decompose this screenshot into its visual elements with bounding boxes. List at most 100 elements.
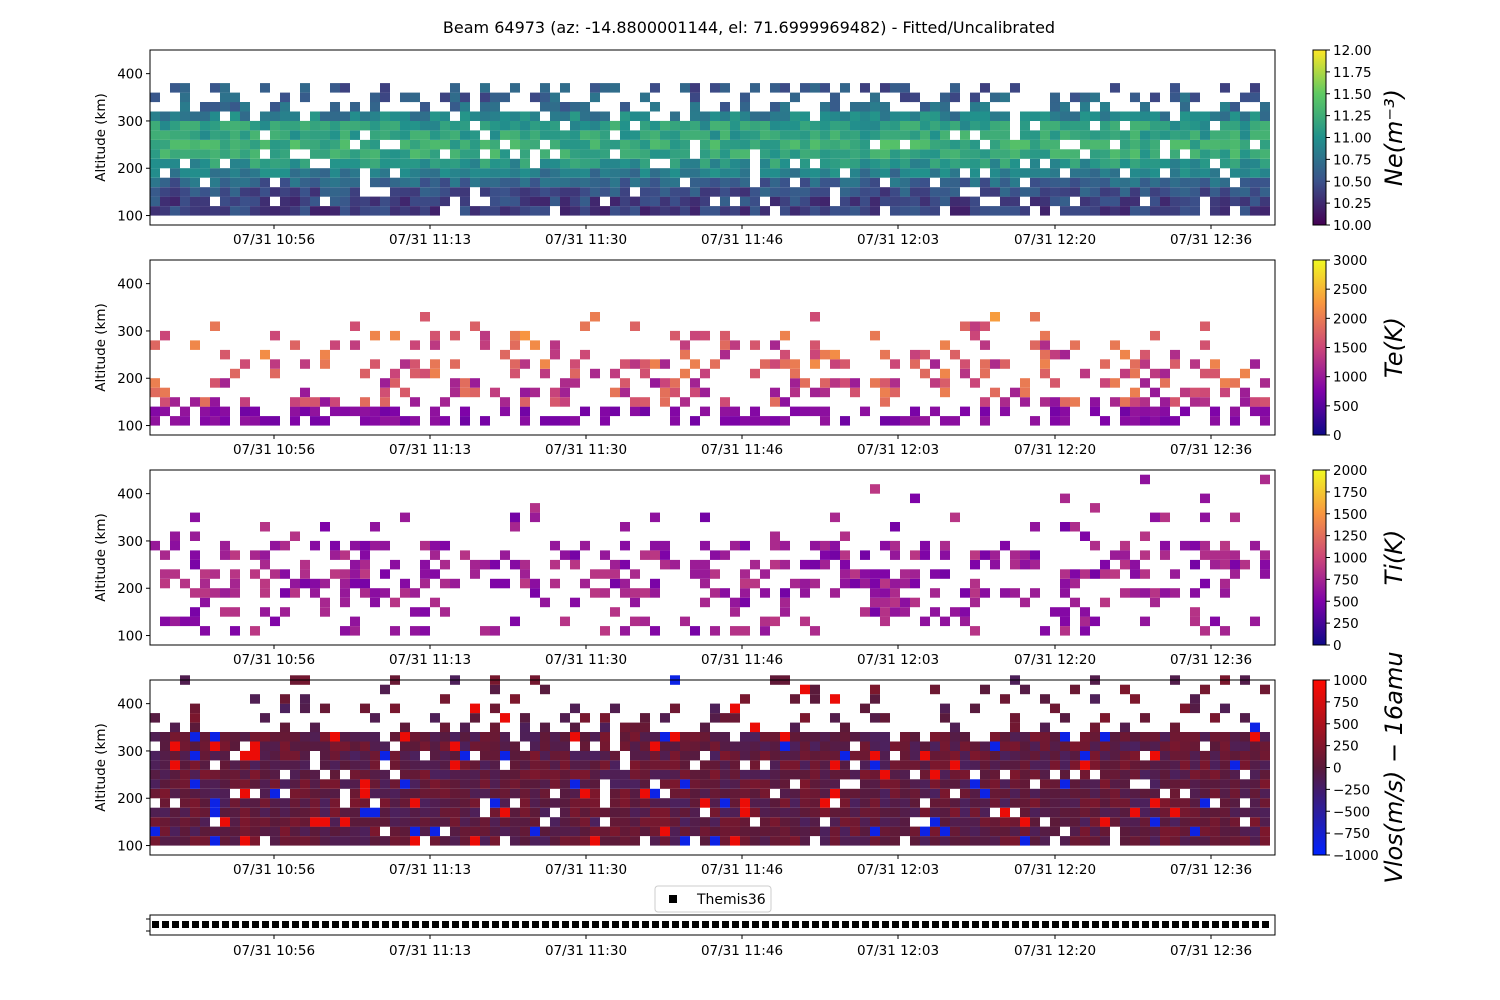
y-tick-label: 300 xyxy=(117,114,143,130)
heatmap-cell xyxy=(410,120,420,131)
heatmap-cell xyxy=(570,196,580,207)
heatmap-cell xyxy=(1130,397,1140,407)
heatmap-cell xyxy=(1220,187,1230,197)
heatmap-cell xyxy=(1230,512,1240,523)
heatmap-cell xyxy=(530,741,540,751)
heatmap-cell xyxy=(1120,196,1130,207)
heatmap-cell xyxy=(940,102,950,112)
heatmap-cell xyxy=(580,177,590,188)
heatmap-cell xyxy=(970,826,980,837)
heatmap-cell xyxy=(290,206,300,216)
heatmap-cell xyxy=(530,120,540,131)
heatmap-cell xyxy=(860,158,870,169)
heatmap-cell xyxy=(290,826,300,837)
heatmap-cell xyxy=(710,111,720,121)
heatmap-cell xyxy=(860,836,870,846)
heatmap-cell xyxy=(1130,817,1140,827)
heatmap-cell xyxy=(620,387,630,398)
heatmap-cell xyxy=(210,120,220,131)
heatmap-cell xyxy=(1160,206,1170,216)
themis-marker xyxy=(922,921,929,928)
heatmap-cell xyxy=(840,732,850,742)
heatmap-cell xyxy=(1090,807,1100,818)
heatmap-cell xyxy=(670,387,680,398)
heatmap-cell xyxy=(960,359,970,369)
heatmap-cell xyxy=(1060,732,1070,742)
heatmap-cell xyxy=(540,149,550,159)
heatmap-cell xyxy=(420,769,430,780)
heatmap-cell xyxy=(770,798,780,808)
heatmap-cell xyxy=(810,340,820,350)
heatmap-cell xyxy=(510,206,520,216)
heatmap-cell xyxy=(260,416,270,426)
heatmap-cell xyxy=(1050,130,1060,140)
heatmap-cell xyxy=(1060,750,1070,761)
heatmap-cell xyxy=(1030,836,1040,846)
heatmap-cell xyxy=(380,416,390,426)
heatmap-cell xyxy=(960,111,970,121)
heatmap-cell xyxy=(880,817,890,827)
heatmap-cell xyxy=(980,741,990,751)
themis-marker xyxy=(1082,921,1089,928)
heatmap-cell xyxy=(1030,559,1040,570)
heatmap-cell xyxy=(510,836,520,846)
heatmap-cell xyxy=(270,750,280,761)
heatmap-cell xyxy=(910,493,920,504)
heatmap-cell xyxy=(690,196,700,207)
heatmap-cell xyxy=(1160,798,1170,808)
heatmap-cell xyxy=(240,826,250,837)
heatmap-cell xyxy=(850,826,860,837)
themis-marker xyxy=(392,921,399,928)
heatmap-cell xyxy=(780,798,790,808)
heatmap-cell xyxy=(340,807,350,818)
heatmap-cell xyxy=(550,158,560,169)
heatmap-cell xyxy=(270,779,280,789)
heatmap-cell xyxy=(220,187,230,197)
heatmap-cell xyxy=(680,83,690,93)
heatmap-cell xyxy=(1220,817,1230,827)
heatmap-cell xyxy=(480,187,490,197)
heatmap-cell xyxy=(430,788,440,799)
heatmap-cell xyxy=(600,149,610,159)
heatmap-cell xyxy=(1190,92,1200,103)
heatmap-cell xyxy=(1230,416,1240,426)
heatmap-cell xyxy=(990,359,1000,369)
heatmap-cell xyxy=(1050,92,1060,103)
heatmap-cell xyxy=(780,750,790,761)
heatmap-cell xyxy=(250,760,260,770)
heatmap-cell xyxy=(350,578,360,589)
colorbar-tick-label: 2000 xyxy=(1333,311,1367,327)
heatmap-cell xyxy=(980,836,990,846)
heatmap-cell xyxy=(500,807,510,818)
heatmap-cell xyxy=(400,168,410,178)
heatmap-cell xyxy=(380,130,390,140)
heatmap-cell xyxy=(270,149,280,159)
heatmap-cell xyxy=(690,206,700,216)
heatmap-cell xyxy=(1100,741,1110,751)
heatmap-cell xyxy=(1260,378,1270,388)
heatmap-cell xyxy=(790,196,800,207)
heatmap-cell xyxy=(1170,83,1180,93)
heatmap-cell xyxy=(200,139,210,150)
heatmap-cell xyxy=(330,836,340,846)
heatmap-cell xyxy=(650,196,660,207)
heatmap-cell xyxy=(460,760,470,770)
heatmap-cell xyxy=(870,779,880,789)
heatmap-cell xyxy=(170,416,180,426)
heatmap-cell xyxy=(510,177,520,188)
heatmap-cell xyxy=(160,732,170,742)
heatmap-cell xyxy=(220,378,230,388)
heatmap-cell xyxy=(1120,788,1130,799)
heatmap-cell xyxy=(650,149,660,159)
heatmap-cell xyxy=(850,732,860,742)
heatmap-cell xyxy=(730,836,740,846)
heatmap-cell xyxy=(1170,779,1180,789)
heatmap-cell xyxy=(970,703,980,714)
colorbar-tick-label: 1750 xyxy=(1333,485,1367,501)
heatmap-cell xyxy=(1140,769,1150,780)
heatmap-cell xyxy=(930,569,940,579)
heatmap-cell xyxy=(290,130,300,140)
heatmap-cell xyxy=(240,102,250,112)
heatmap-cell xyxy=(510,368,520,379)
heatmap-cell xyxy=(230,607,240,617)
